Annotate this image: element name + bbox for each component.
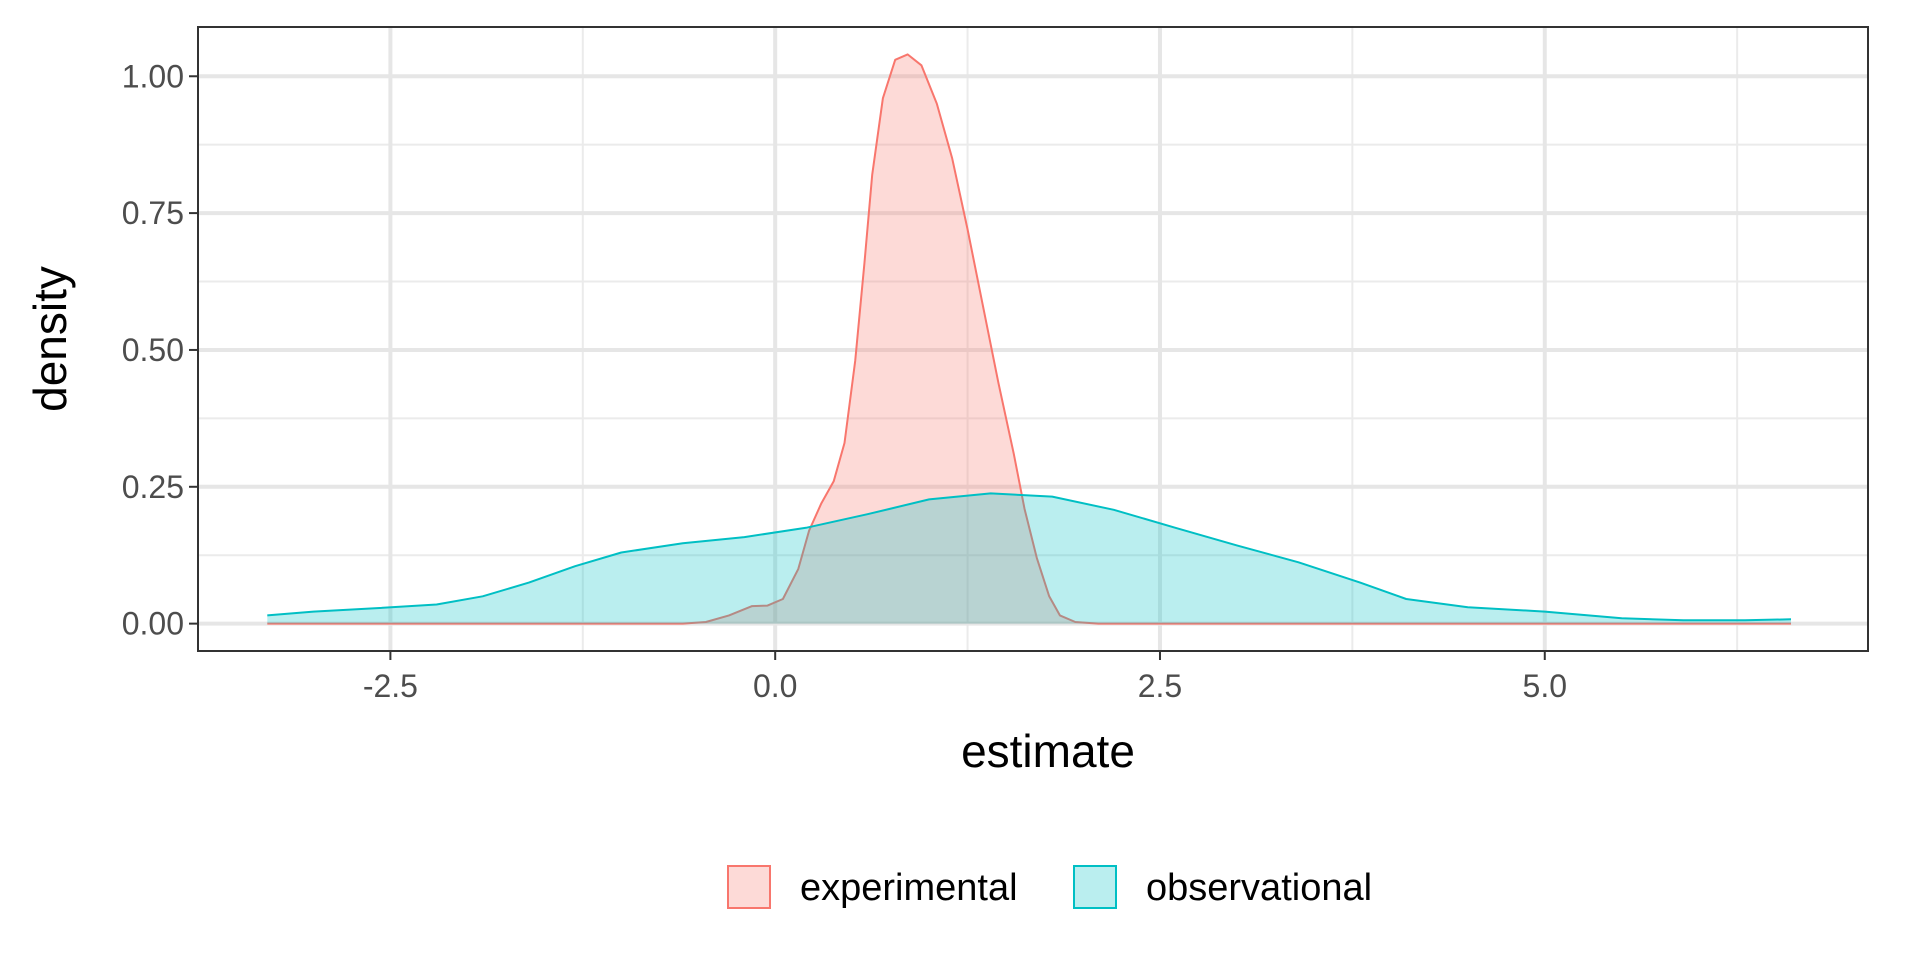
x-tick-label: 0.0: [753, 668, 797, 704]
y-axis: 0.00 0.25 0.50 0.75 1.00: [122, 58, 198, 642]
line-observational: [267, 492, 1792, 622]
area-observational: [267, 493, 1791, 624]
legend-label-observational: observational: [1146, 867, 1372, 909]
legend-key-experimental: [727, 865, 771, 909]
y-tick-label: 1.00: [122, 58, 184, 94]
y-tick-label: 0.75: [122, 195, 184, 231]
minor-gridlines: [197, 27, 1868, 651]
x-tick-label: -2.5: [363, 668, 418, 704]
line-experimental: [267, 53, 1791, 625]
density-areas: [267, 53, 1792, 625]
x-axis: -2.5 0.0 2.5 5.0: [363, 651, 1567, 704]
y-tick-label: 0.25: [122, 469, 184, 505]
legend: experimental observational: [727, 865, 1372, 909]
y-axis-title: density: [24, 266, 76, 412]
plot-panel: [198, 27, 1868, 651]
y-tick-label: 0.50: [122, 332, 184, 368]
x-axis-title: estimate: [961, 725, 1135, 777]
y-tick-label: 0.00: [122, 606, 184, 642]
plot-border: [197, 26, 1869, 652]
x-tick-label: 2.5: [1138, 668, 1182, 704]
legend-label-experimental: experimental: [800, 867, 1018, 909]
x-tick-label: 5.0: [1523, 668, 1567, 704]
legend-key-observational: [1073, 865, 1117, 909]
major-gridlines: [198, 27, 1868, 651]
